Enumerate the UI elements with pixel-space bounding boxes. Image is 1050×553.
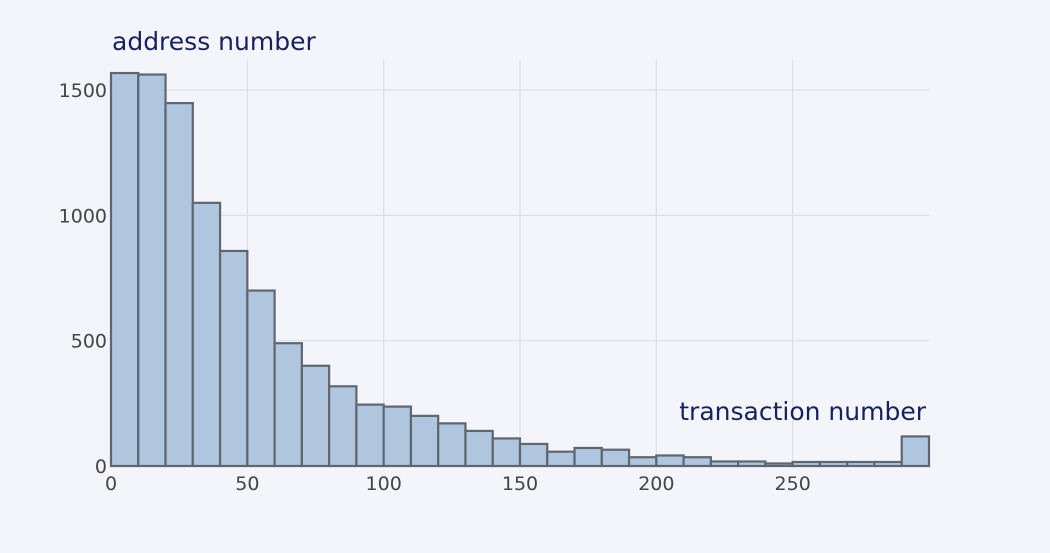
axis-tick-labels: 0 50 100 150 200 250 0 500 1000 1500 — [59, 80, 811, 495]
x-tick-label: 250 — [775, 473, 811, 495]
y-axis-title: address number — [112, 27, 316, 56]
histogram-bar — [355, 403, 385, 468]
x-tick-label: 100 — [366, 473, 402, 495]
histogram-bar — [709, 460, 740, 468]
x-tick-label: 0 — [105, 473, 117, 495]
histogram-bar — [164, 102, 194, 468]
histogram-bar — [328, 385, 358, 468]
y-tick-label: 500 — [71, 331, 107, 353]
histogram-bar — [300, 364, 331, 468]
y-tick-label: 0 — [95, 456, 107, 478]
x-axis-title: transaction number — [679, 397, 926, 426]
histogram-bars — [109, 71, 931, 468]
x-tick-label: 50 — [235, 473, 259, 495]
histogram-bar — [137, 73, 167, 468]
histogram-bar — [627, 456, 658, 468]
histogram-bar — [191, 201, 222, 468]
histogram-bar — [409, 414, 440, 468]
histogram-bar — [218, 249, 249, 468]
histogram-bar — [546, 450, 576, 468]
histogram-bar — [109, 71, 140, 468]
histogram-bar — [764, 462, 794, 468]
histogram-bar — [437, 422, 467, 468]
histogram-bar — [600, 448, 631, 468]
x-tick-label: 150 — [502, 473, 538, 495]
histogram-bar — [655, 454, 685, 468]
histogram-bar — [791, 460, 822, 468]
histogram-bar — [273, 342, 303, 468]
histogram-bar — [682, 456, 712, 468]
y-tick-label: 1500 — [59, 80, 107, 102]
histogram-bar — [818, 460, 849, 468]
y-tick-label: 1000 — [59, 205, 107, 227]
histogram-bar — [246, 289, 276, 468]
histogram-bar — [737, 460, 767, 468]
histogram-bar — [382, 405, 413, 468]
histogram-bar — [464, 429, 494, 468]
histogram-bar — [518, 442, 549, 468]
histogram-bar — [846, 460, 876, 468]
histogram-bar — [900, 435, 931, 468]
histogram-bar — [573, 446, 603, 468]
x-tick-label: 200 — [638, 473, 674, 495]
histogram-bar — [491, 437, 522, 468]
histogram-bar — [873, 460, 903, 468]
